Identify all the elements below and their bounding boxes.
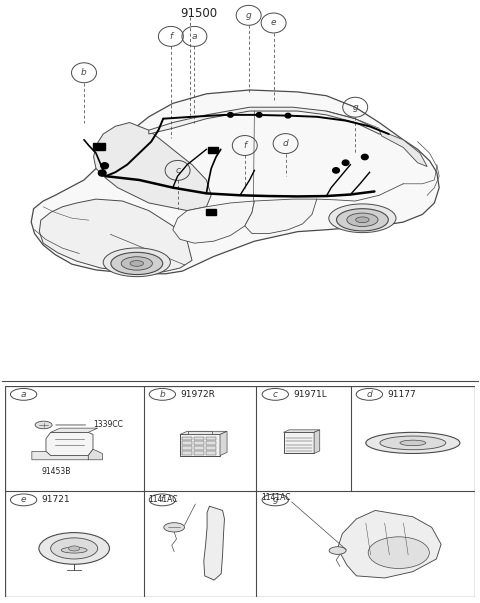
Text: e: e bbox=[21, 496, 26, 504]
Text: 1141AC: 1141AC bbox=[261, 493, 291, 502]
Bar bbox=[206, 441, 216, 445]
Polygon shape bbox=[31, 90, 439, 274]
Bar bbox=[206, 446, 216, 450]
Polygon shape bbox=[173, 201, 254, 243]
Text: 91453B: 91453B bbox=[41, 467, 71, 476]
Text: 91177: 91177 bbox=[387, 390, 416, 399]
Ellipse shape bbox=[61, 547, 87, 553]
Circle shape bbox=[256, 113, 262, 117]
Bar bbox=[182, 437, 192, 440]
Polygon shape bbox=[379, 130, 427, 166]
Bar bbox=[194, 437, 204, 440]
Text: a: a bbox=[192, 32, 197, 41]
Text: g: g bbox=[352, 103, 358, 112]
Polygon shape bbox=[51, 428, 98, 432]
Text: g: g bbox=[246, 11, 252, 20]
Bar bbox=[206, 437, 216, 440]
Circle shape bbox=[285, 113, 291, 118]
Text: b: b bbox=[159, 390, 165, 399]
Ellipse shape bbox=[400, 440, 426, 446]
Polygon shape bbox=[46, 432, 93, 456]
Ellipse shape bbox=[347, 213, 378, 227]
Ellipse shape bbox=[380, 436, 446, 450]
Ellipse shape bbox=[366, 432, 460, 453]
Text: 91500: 91500 bbox=[180, 7, 217, 20]
Bar bbox=[182, 441, 192, 445]
Circle shape bbox=[69, 546, 80, 551]
Ellipse shape bbox=[329, 204, 396, 233]
Bar bbox=[182, 446, 192, 450]
Polygon shape bbox=[284, 430, 320, 432]
Text: f: f bbox=[169, 32, 172, 41]
Circle shape bbox=[329, 547, 346, 554]
Ellipse shape bbox=[368, 537, 429, 569]
Ellipse shape bbox=[103, 248, 170, 277]
Text: g: g bbox=[273, 496, 278, 504]
Text: e: e bbox=[271, 19, 276, 28]
Circle shape bbox=[101, 163, 108, 169]
Bar bbox=[188, 431, 212, 434]
Text: c: c bbox=[273, 390, 278, 399]
Ellipse shape bbox=[111, 252, 163, 274]
Text: 91721: 91721 bbox=[41, 496, 70, 504]
Circle shape bbox=[333, 168, 339, 173]
FancyBboxPatch shape bbox=[208, 147, 218, 153]
Ellipse shape bbox=[356, 217, 369, 223]
Text: d: d bbox=[283, 139, 288, 148]
Circle shape bbox=[51, 538, 98, 559]
Polygon shape bbox=[220, 431, 227, 456]
Polygon shape bbox=[245, 199, 317, 233]
Circle shape bbox=[35, 421, 52, 429]
FancyBboxPatch shape bbox=[206, 209, 216, 215]
Circle shape bbox=[39, 532, 109, 564]
Text: d: d bbox=[367, 390, 372, 399]
Bar bbox=[194, 446, 204, 450]
Bar bbox=[284, 432, 314, 453]
Polygon shape bbox=[39, 199, 192, 272]
Ellipse shape bbox=[121, 257, 152, 270]
Ellipse shape bbox=[336, 209, 388, 231]
Bar bbox=[206, 451, 216, 455]
Text: b: b bbox=[81, 68, 87, 77]
Polygon shape bbox=[149, 107, 389, 136]
Circle shape bbox=[342, 160, 349, 165]
Polygon shape bbox=[314, 430, 320, 453]
Circle shape bbox=[164, 523, 184, 532]
Polygon shape bbox=[32, 451, 88, 460]
Text: 91971L: 91971L bbox=[293, 390, 327, 399]
Text: 91972R: 91972R bbox=[180, 390, 215, 399]
Bar bbox=[194, 451, 204, 455]
FancyBboxPatch shape bbox=[93, 143, 105, 150]
Polygon shape bbox=[94, 122, 211, 210]
Polygon shape bbox=[204, 507, 225, 580]
Bar bbox=[194, 441, 204, 445]
Text: c: c bbox=[175, 166, 180, 175]
Polygon shape bbox=[180, 431, 227, 434]
Circle shape bbox=[98, 170, 106, 176]
Ellipse shape bbox=[130, 260, 144, 267]
Polygon shape bbox=[88, 449, 102, 460]
Text: 1339CC: 1339CC bbox=[93, 420, 123, 429]
Text: f: f bbox=[161, 496, 164, 504]
Circle shape bbox=[228, 113, 233, 117]
Text: a: a bbox=[21, 390, 26, 399]
Polygon shape bbox=[337, 510, 441, 578]
Bar bbox=[180, 434, 220, 456]
Text: 1141AC: 1141AC bbox=[148, 496, 178, 504]
Circle shape bbox=[361, 154, 368, 160]
Bar bbox=[182, 451, 192, 455]
Text: f: f bbox=[243, 141, 246, 150]
